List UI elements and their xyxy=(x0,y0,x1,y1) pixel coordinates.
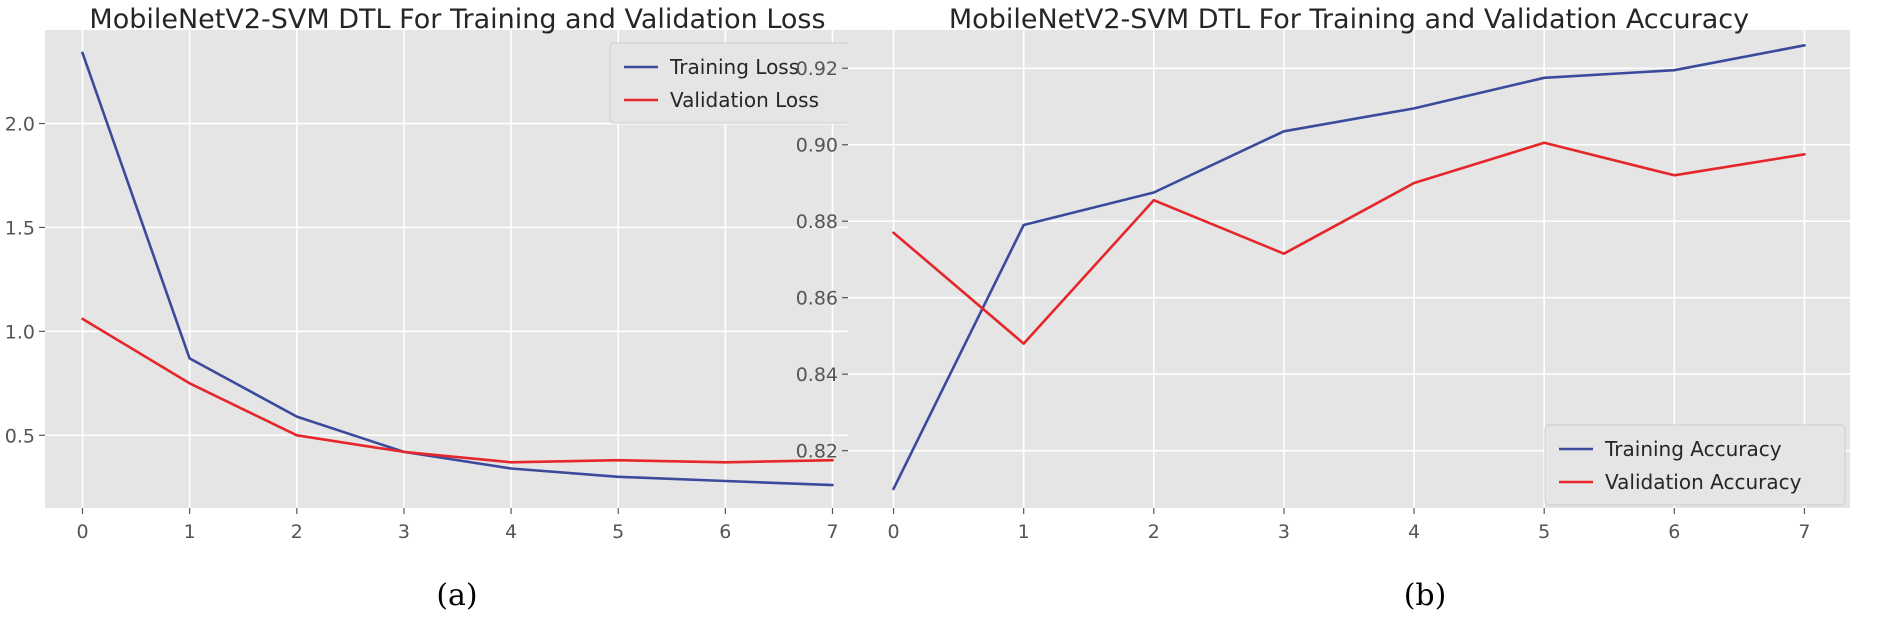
y-tick-label: 0.90 xyxy=(796,135,838,157)
x-tick-label: 6 xyxy=(1668,521,1680,543)
y-tick-label: 2.0 xyxy=(5,114,35,136)
chart-title: MobileNetV2-SVM DTL For Training and Val… xyxy=(949,4,1749,35)
x-tick-label: 5 xyxy=(612,521,624,543)
x-tick-label: 1 xyxy=(1018,521,1030,543)
series-line-1 xyxy=(81,317,834,464)
chart-title: MobileNetV2-SVM DTL For Training and Val… xyxy=(89,4,825,35)
figure-caption: (a) xyxy=(436,578,477,613)
y-tick-label: 0.86 xyxy=(796,288,838,310)
y-tick-label: 0.88 xyxy=(796,211,838,233)
series-line-1 xyxy=(892,141,1806,345)
legend-label: Training Loss xyxy=(669,55,799,79)
y-tick-label: 0.84 xyxy=(796,364,838,386)
x-tick-label: 4 xyxy=(1408,521,1420,543)
y-tick-label: 1.5 xyxy=(5,217,35,239)
series-line-0 xyxy=(81,51,834,487)
accuracy-chart: 0.82 0.84 0.86 0.88 0.90 0.92 0 1 2 3 4 5 6 7 MobileNe… xyxy=(796,4,1850,613)
x-tick-label: 7 xyxy=(826,521,838,543)
legend-box xyxy=(1544,424,1846,506)
x-tick-label: 2 xyxy=(1148,521,1160,543)
x-tick-label: 7 xyxy=(1798,521,1810,543)
figure-caption: (b) xyxy=(1404,578,1447,613)
x-tick-label: 4 xyxy=(505,521,517,543)
y-tick-label: 1.0 xyxy=(5,321,35,343)
x-tick-label: 5 xyxy=(1538,521,1550,543)
y-tick-label: 0.5 xyxy=(5,425,35,447)
legend-label: Validation Loss xyxy=(670,88,819,112)
y-tick-label: 0.82 xyxy=(796,441,838,463)
x-tick-label: 0 xyxy=(887,521,899,543)
x-tick-label: 3 xyxy=(1278,521,1290,543)
legend-label: Training Accuracy xyxy=(1604,437,1782,461)
y-tick-label: 0.92 xyxy=(796,58,838,80)
x-tick-label: 1 xyxy=(184,521,196,543)
x-tick-label: 2 xyxy=(291,521,303,543)
x-tick-label: 6 xyxy=(719,521,731,543)
series-line-0 xyxy=(892,43,1806,491)
legend-label: Validation Accuracy xyxy=(1605,470,1802,494)
x-tick-label: 0 xyxy=(76,521,88,543)
loss-chart: 0.5 1.0 1.5 2.0 0 1 2 3 4 5 6 7 MobileNetV2-SVM DTL … xyxy=(5,4,870,613)
x-tick-label: 3 xyxy=(398,521,410,543)
